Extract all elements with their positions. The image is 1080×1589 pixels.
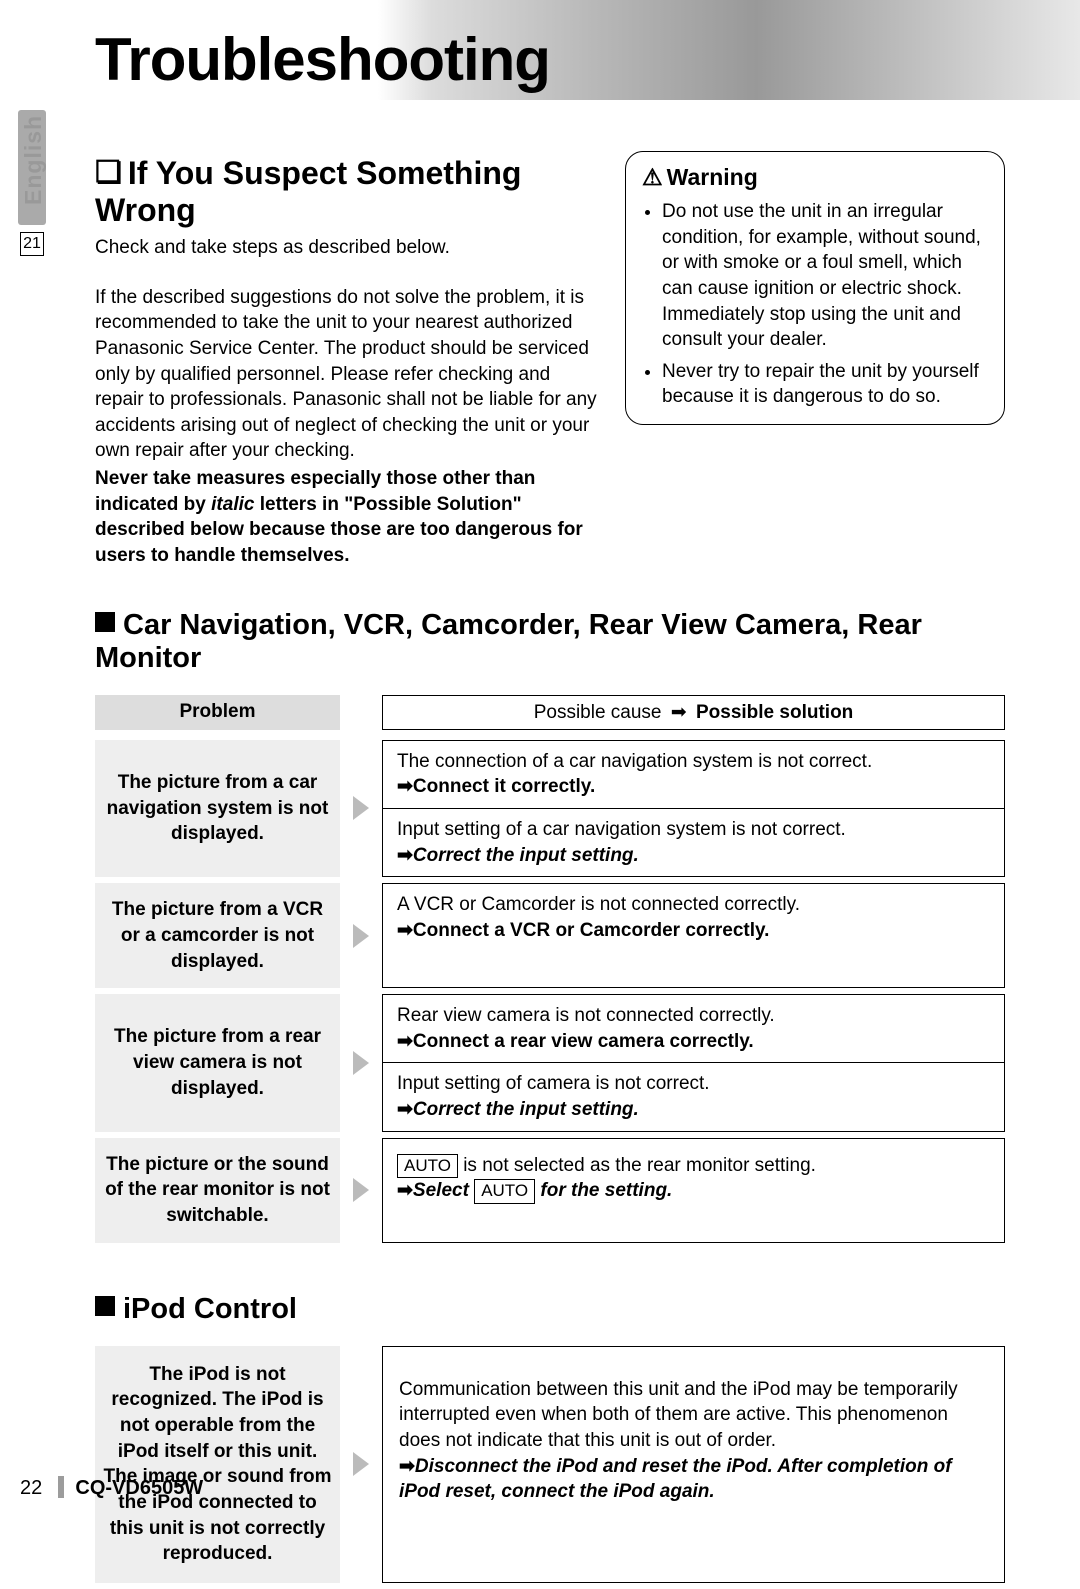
table-row: The picture from a rear view camera is n… [95,994,1005,1132]
intro-line: Check and take steps as described below. [95,235,600,261]
square-bullet-icon [95,1296,115,1316]
solution-cell: Input setting of camera is not correct. … [383,1063,1004,1130]
page-number: 22 [20,1477,42,1499]
warning-box: ⚠Warning Do not use the unit in an irreg… [625,151,1005,425]
table-row: The picture or the sound of the rear mon… [95,1138,1005,1243]
section-heading: ❏If You Suspect Something Wrong [95,155,600,229]
warning-title: ⚠Warning [642,164,988,191]
auto-label-box: AUTO [397,1154,458,1178]
problem-cell: The picture from a rear view camera is n… [95,994,340,1132]
trouble-table: Problem Possible cause ➡ Possible soluti… [95,695,1005,1243]
solution-cell: AUTO is not selected as the rear monitor… [383,1139,1004,1218]
problem-cell: The picture from a car navigation system… [95,740,340,878]
table-row: The iPod is not recognized. The iPod is … [95,1346,1005,1583]
solution-cell: The connection of a car navigation syste… [383,741,1004,809]
side-page-box: 21 [20,232,44,256]
page-title: Troubleshooting [95,25,550,94]
problem-cell: The iPod is not recognized. The iPod is … [95,1346,340,1583]
solution-cell: Communication between this unit and the … [383,1347,1004,1535]
row-arrow-icon [340,1138,382,1243]
trouble-table: The iPod is not recognized. The iPod is … [95,1346,1005,1583]
solution-cell-group: The connection of a car navigation syste… [382,740,1005,878]
warning-item: Never try to repair the unit by yourself… [662,359,988,410]
section-title: Car Navigation, VCR, Camcorder, Rear Vie… [95,609,1005,675]
solution-cell-group: AUTO is not selected as the rear monitor… [382,1138,1005,1243]
heading-text: If You Suspect Something Wrong [95,155,521,228]
section-title: iPod Control [95,1293,1005,1326]
footer: 22 CQ-VD6505W [20,1476,203,1500]
footer-bar-icon [58,1476,64,1498]
solution-cell: Rear view camera is not connected correc… [383,995,1004,1063]
solution-cell: Input setting of a car navigation system… [383,809,1004,876]
row-arrow-icon [340,994,382,1132]
column-header-solution: Possible cause ➡ Possible solution [382,695,1005,730]
square-bullet-icon [95,612,115,632]
solution-cell-group: Rear view camera is not connected correc… [382,994,1005,1132]
intro-bold-note: Never take measures especially those oth… [95,466,600,569]
table-row: The picture from a VCR or a camcorder is… [95,883,1005,988]
intro-paragraph: If the described suggestions do not solv… [95,285,600,464]
side-language-label: English [20,115,47,205]
row-arrow-icon [340,740,382,878]
warning-item: Do not use the unit in an irregular cond… [662,199,988,353]
solution-cell-group: A VCR or Camcorder is not connected corr… [382,883,1005,988]
solution-cell-group: Communication between this unit and the … [382,1346,1005,1583]
auto-label-box: AUTO [474,1179,535,1203]
row-arrow-icon [340,883,382,988]
heading-marker-icon: ❏ [95,155,122,190]
table-row: The picture from a car navigation system… [95,740,1005,878]
column-header-problem: Problem [95,695,340,730]
problem-cell: The picture or the sound of the rear mon… [95,1138,340,1243]
solution-cell: A VCR or Camcorder is not connected corr… [383,884,1004,951]
problem-cell: The picture from a VCR or a camcorder is… [95,883,340,988]
model-number: CQ-VD6505W [75,1477,203,1499]
row-arrow-icon [340,1346,382,1583]
arrow-icon: ➡ [671,702,687,723]
warning-icon: ⚠ [642,164,663,190]
